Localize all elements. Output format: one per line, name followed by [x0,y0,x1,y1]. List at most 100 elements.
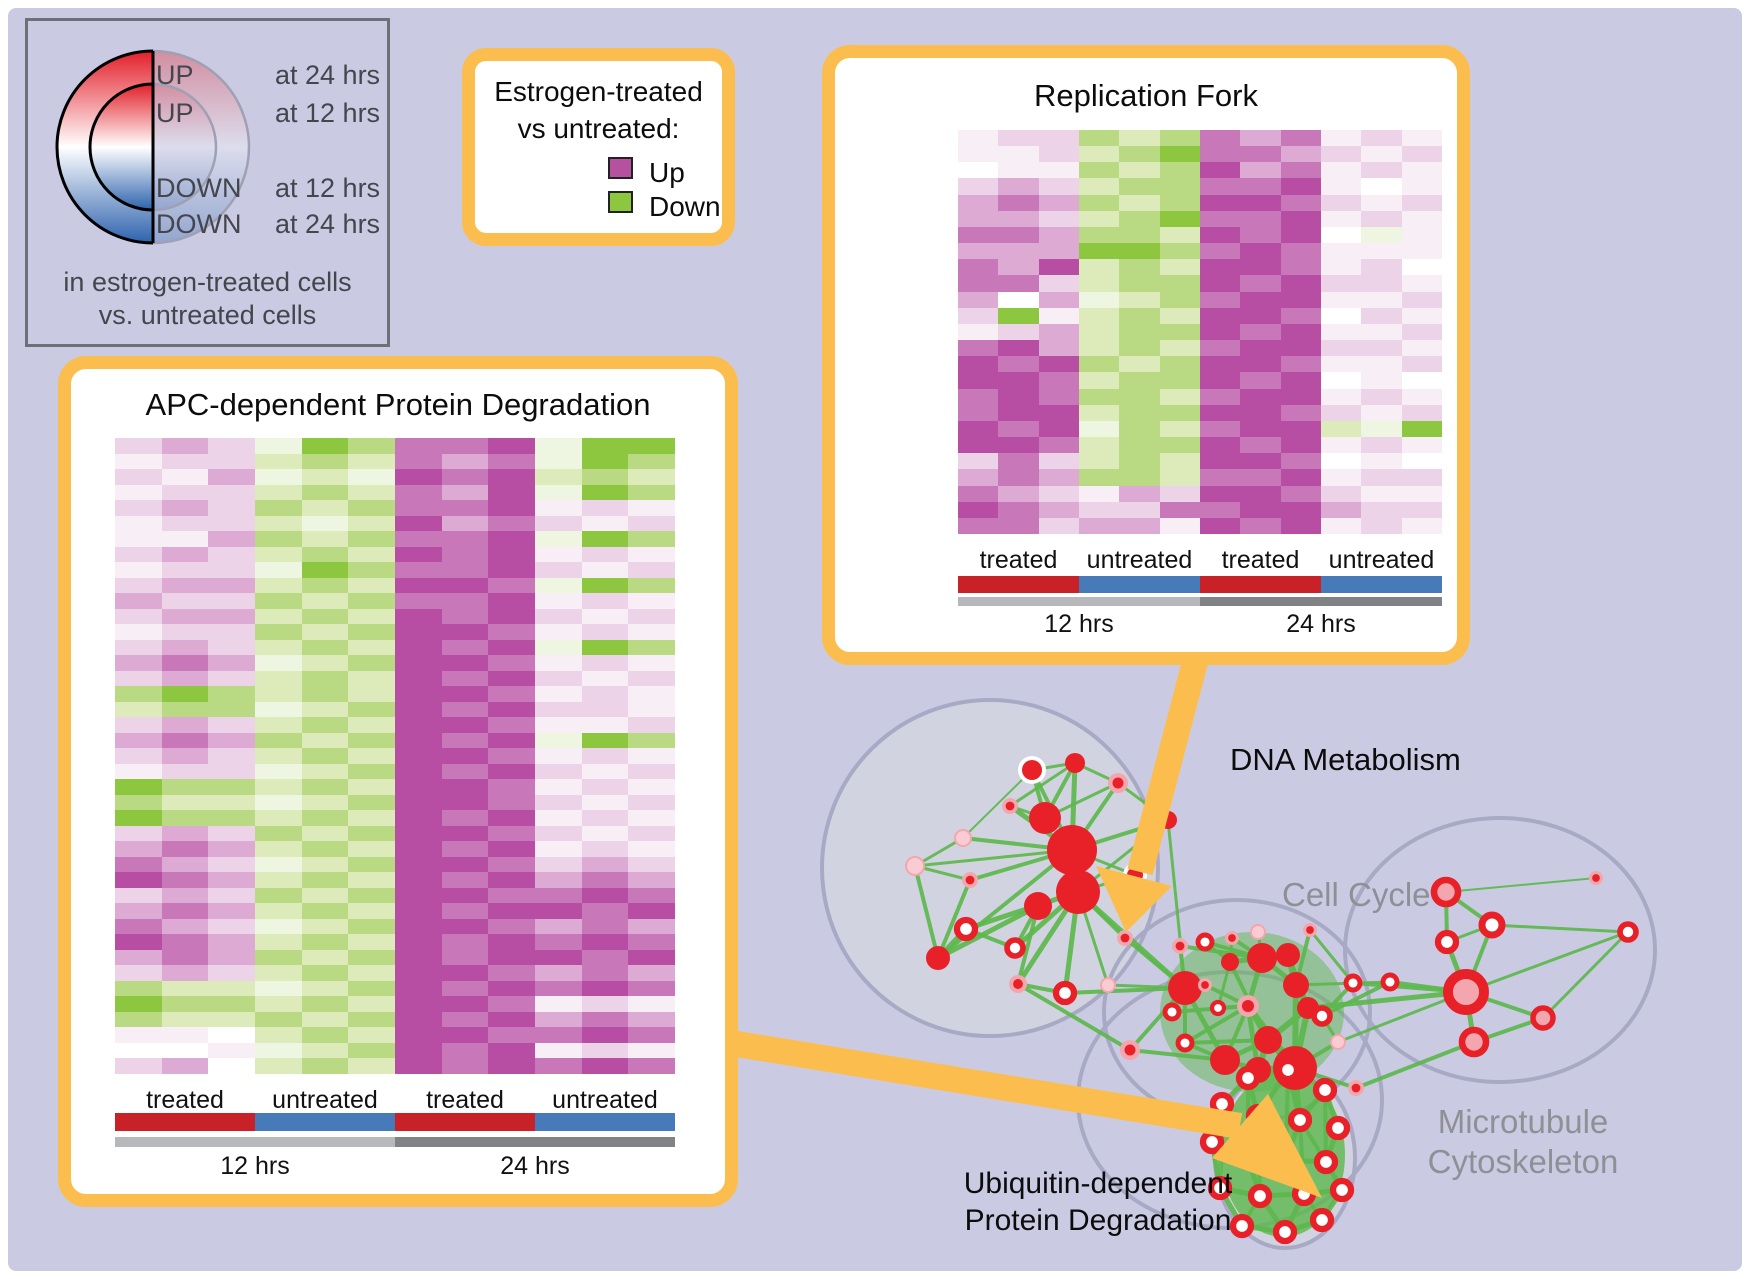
heatmap-cell [255,1042,302,1059]
heatmap-cell [161,670,209,687]
heatmap-cell [441,701,489,718]
heatmap-cell [115,484,162,501]
heatmap-cell [1119,469,1160,486]
heatmap-cell [348,593,395,609]
gene-node [1168,971,1202,1005]
rf-timebar-24hrs [1200,597,1442,606]
cluster-label-dna-metabolism: DNA Metabolism [1230,742,1461,777]
heatmap-cell [348,872,395,888]
heatmap-cell [301,562,349,578]
heatmap-cell [535,965,582,981]
heatmap-cell [535,949,582,966]
heatmap-cell [1199,437,1241,454]
network-edge [1307,989,1467,1011]
heatmap-cell [1240,372,1281,389]
gene-node [926,946,950,970]
heatmap-cell [998,210,1039,227]
heatmap-cell [1038,275,1079,292]
heatmap-cell [535,438,582,454]
heatmap-cell [535,748,582,764]
heatmap-cell [115,608,162,625]
heatmap-cell [301,577,349,594]
heatmap-cell [115,1027,162,1043]
heatmap-cell [1240,243,1281,260]
heatmap-cell [255,1011,302,1028]
heatmap-cell [628,918,675,935]
gene-node [1175,1033,1195,1053]
heatmap-cell [348,1042,395,1059]
heatmap-cell [1038,130,1079,147]
heatmap-cell [441,1011,489,1028]
heatmap-cell [1199,340,1241,357]
heatmap-cell [395,825,442,842]
heatmap-cell [1199,356,1241,373]
heatmap-cell [1240,420,1281,438]
heatmap-cell [581,655,629,671]
heatmap-cell [535,469,582,485]
heatmap-cell [1038,146,1079,163]
heatmap-cell [395,438,442,454]
network-edge [1491,923,1629,934]
heatmap-cell [535,856,582,873]
heatmap-cell [208,810,255,826]
heatmap-cell [395,593,442,609]
heatmap-cell [535,872,582,888]
gene-node [1124,1044,1136,1056]
heatmap-cell [441,918,489,935]
heatmap-cell [998,420,1039,438]
heatmap-cell [1038,291,1079,308]
heatmap-cell [1320,259,1362,276]
heatmap-cell [1119,146,1160,163]
heatmap-cell [255,996,302,1012]
heatmap-cell [581,670,629,687]
heatmap-cell [1159,226,1200,244]
heatmap-cell [395,1058,442,1074]
heatmap-cell [628,515,675,532]
heatmap-cell [1078,226,1120,244]
heatmap-cell [1159,517,1200,534]
heatmap-cell [958,404,999,421]
heatmap-cell [395,500,442,516]
network-edge [1541,930,1630,1020]
heatmap-cell [441,856,489,873]
heatmap-cell [628,748,675,764]
heatmap-cell [581,794,629,811]
heatmap-cell [255,825,302,842]
heatmap-cell [161,872,209,888]
heatmap-cell [161,608,209,625]
heatmap-cell [1078,162,1120,179]
heatmap-cell [348,825,395,842]
down-label: Down [649,191,721,222]
gene-node [1162,1002,1182,1022]
heatmap-cell [1280,501,1321,518]
heatmap-cell [1038,420,1079,438]
heatmap-cell [161,949,209,966]
heatmap-cell [1320,356,1362,373]
heatmap-cell [535,562,582,578]
heatmap-cell [255,794,302,811]
heatmap-cell [628,763,675,780]
heatmap-cell [1240,291,1281,308]
heatmap-cell [161,655,209,671]
heatmap-cell [208,934,255,950]
heatmap-cell [441,686,489,702]
heatmap-cell [208,903,255,919]
cluster-label-cell-cycle: Cell Cycle [1282,876,1431,913]
heatmap-cell [161,562,209,578]
gene-node [1330,1034,1346,1050]
heatmap-cell [208,484,255,501]
heatmap-cell [255,639,302,656]
heatmap-cell [208,608,255,625]
heatmap-cell [301,949,349,966]
heatmap-cell [1280,404,1321,421]
heatmap-cell [488,732,535,749]
heatmap-cell [441,980,489,997]
heatmap-cell [958,243,999,260]
heatmap-cell [1361,146,1402,163]
heatmap-cell [535,546,582,563]
heatmap-cell [348,779,395,795]
heatmap-cell [1078,194,1120,211]
heatmap-cell [488,546,535,563]
heatmap-cell [1361,356,1402,373]
heatmap-cell [395,856,442,873]
